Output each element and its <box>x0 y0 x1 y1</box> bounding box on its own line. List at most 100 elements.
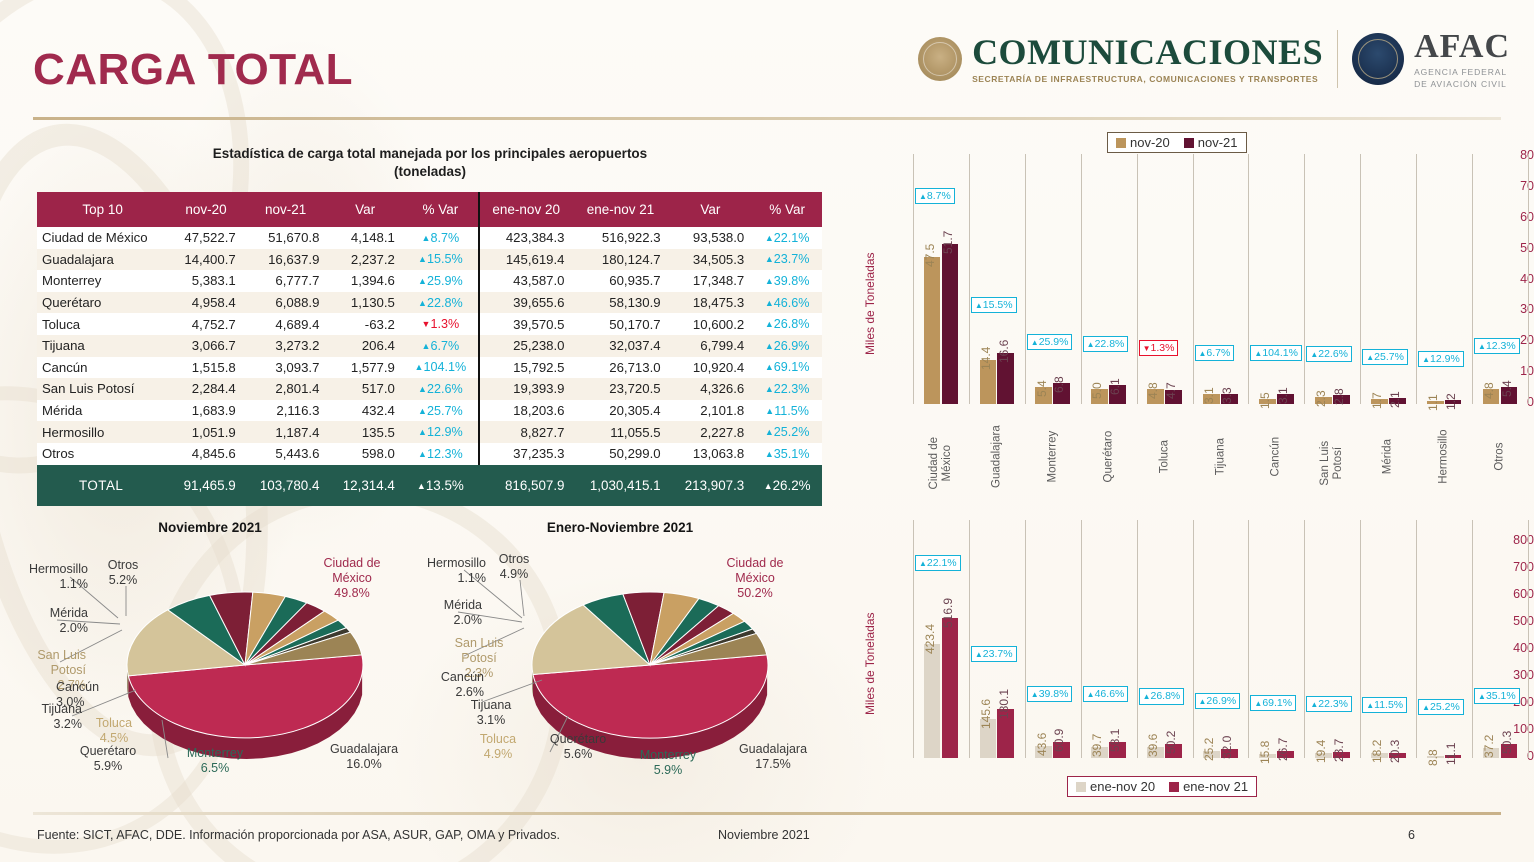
bar-nov-20 <box>1314 396 1332 404</box>
bar-value-label: 37.2 <box>1481 734 1496 758</box>
pie-label-value: 6.5% <box>200 760 230 775</box>
table-body: Ciudad de México 47,522.7 51,670.8 4,148.1 ▲… <box>37 227 822 465</box>
bar-ene-nov 21 <box>1221 749 1238 758</box>
triangle-up-icon: ▲ <box>764 340 774 351</box>
bar-nov-21 <box>1276 394 1294 404</box>
legend-item: nov-21 <box>1183 135 1238 150</box>
bar-ene-nov 21 <box>1053 741 1071 758</box>
bar-ene-nov 20 <box>1314 752 1332 758</box>
bar-ene-nov 21 <box>997 709 1015 758</box>
bar-ene-nov 21 <box>1500 744 1518 758</box>
table-col-header: % Var <box>402 192 479 227</box>
pie-slice <box>126 609 247 677</box>
bar-value-label: 39.7 <box>1090 733 1105 758</box>
table-cell: Mérida <box>42 403 83 419</box>
variation-badge: ▲25.2% <box>1418 699 1464 716</box>
category-separator <box>1304 154 1306 404</box>
triangle-up-icon: ▲ <box>418 297 427 308</box>
pie-slice-label: Otros 4.9% <box>478 552 550 582</box>
triangle-up-icon: ▲ <box>1478 342 1486 352</box>
table-col-header: % Var <box>752 192 822 227</box>
pie-slice-label: Tijuana 3.1% <box>452 698 530 728</box>
pie-leader-line <box>161 719 169 759</box>
footer-divider <box>33 812 1501 815</box>
category-separator <box>1472 520 1474 758</box>
pie-label-name: Cancún <box>440 670 484 684</box>
bar-ene-nov 20 <box>1147 747 1165 758</box>
variation-badge: ▼1.3% <box>1138 340 1179 357</box>
table-row: Cancún 1,515.8 3,093.7 1,577.9 ▲104.1% 15,792… <box>37 356 822 379</box>
bar-value-label: 51.7 <box>940 231 955 255</box>
bar-value-label: 50.2 <box>1164 731 1179 755</box>
bar-ene-nov 20 <box>1203 751 1220 758</box>
variation-badge: ▲22.3% <box>1306 695 1353 712</box>
x-axis-category-label: Mérida <box>1381 439 1394 475</box>
table-row: San Luis Potosí 2,284.4 2,801.4 517.0 ▲22.6%… <box>37 378 822 400</box>
bar-value-label: 50.3 <box>1499 731 1514 755</box>
table-row: Otros 4,845.6 5,443.6 598.0 ▲12.3% 37,235.3 50… <box>37 442 822 465</box>
y-axis-tick-label: 300 <box>1513 668 1534 682</box>
bar-nov-20 <box>923 257 941 404</box>
variation-badge: ▲46.6% <box>1082 686 1129 703</box>
bar-value-label: 25.2 <box>1202 737 1217 762</box>
triangle-up-icon: ▲ <box>1198 348 1207 358</box>
pie-slice-label: Cancún 3.0% <box>56 680 130 710</box>
table-cell: 11,055.5 <box>610 424 661 440</box>
table-cell: 1,130.5 <box>350 295 395 311</box>
table-header-row: Top 10 nov-20 nov-21 Var% Var ene-nov 20 ene-… <box>37 192 822 227</box>
pie-label-name: Monterrey <box>639 748 697 762</box>
triangle-down-icon: ▼ <box>1142 344 1151 354</box>
bar-ene-nov 20 <box>1482 747 1500 758</box>
triangle-up-icon: ▲ <box>1142 692 1151 702</box>
table-cell: 4,326.6 <box>700 381 745 397</box>
pie-label-name: Cancún <box>56 680 100 694</box>
table-cell-pct-var: ▲25.7% <box>418 403 463 418</box>
y-axis-tick-label: 60 <box>1474 210 1534 224</box>
table-cell: Tijuana <box>42 338 85 354</box>
x-axis-category-label: Tijuana <box>1213 437 1226 476</box>
category-separator <box>1360 154 1362 404</box>
pie-label-value: 50.2% <box>737 585 773 600</box>
header-divider <box>33 117 1501 120</box>
variation-badge: ▲35.1% <box>1474 688 1520 705</box>
pie-label-name: Querétaro <box>79 744 137 758</box>
pie-slice-label: Monterrey 6.5% <box>162 746 268 776</box>
table-cell: 516,922.3 <box>601 230 661 246</box>
table-cell: 15,792.5 <box>477 356 573 379</box>
table-cell: San Luis Potosí <box>42 381 135 397</box>
category-separator <box>1416 520 1418 758</box>
y-axis-tick-label: 0 <box>1527 395 1534 409</box>
triangle-up-icon: ▲ <box>418 254 427 265</box>
triangle-up-icon: ▲ <box>763 480 773 491</box>
footer: Fuente: SICT, AFAC, DDE. Información pro… <box>0 824 1534 862</box>
bar-value-label: 26.7 <box>1276 737 1291 761</box>
pie-slice-label: Guadalajara 17.5% <box>718 742 828 772</box>
pie-label-name: San Luis Potosí <box>37 648 86 677</box>
x-axis-category-label: San Luis Potosí <box>1319 440 1345 486</box>
table-cell: 180,124.7 <box>601 251 661 267</box>
table-cell: Monterrey <box>42 273 102 289</box>
x-axis-category-label: Ciudad de México <box>927 437 953 490</box>
pie-slice-label: Querétaro 5.6% <box>530 732 626 762</box>
bar-value-label: 6.1 <box>1108 378 1123 396</box>
triangle-up-icon: ▲ <box>1254 349 1263 359</box>
table-cell-pct-var: ▲26.9% <box>764 338 810 353</box>
pie-label-value: 3.0% <box>56 694 85 709</box>
table-row: Guadalajara 14,400.7 16,637.9 2,237.2 ▲15.5%… <box>37 248 822 271</box>
table-cell-pct-var: ▲26.8% <box>764 317 810 332</box>
table-cell: Ciudad de México <box>42 230 148 246</box>
variation-badge: ▲22.8% <box>1082 336 1129 353</box>
table-cell: 517.0 <box>361 381 395 397</box>
logo-afac-subtitle-2: DE AVIACIÓN CIVIL <box>1414 79 1507 89</box>
bar-nov-21 <box>1221 393 1238 404</box>
table-cell: 13,063.8 <box>692 446 745 462</box>
triangle-up-icon: ▲ <box>764 383 774 394</box>
pie-slice-label: Tijuana 3.2% <box>6 702 82 732</box>
y-axis-tick-label: 10 <box>1474 364 1534 378</box>
legend-swatch <box>1169 782 1180 792</box>
table-cell: 1,515.8 <box>191 359 236 375</box>
table-cell: 60,935.7 <box>609 273 661 289</box>
pie-label-name: Guadalajara <box>738 742 808 756</box>
bar-nov-20 <box>1370 398 1388 404</box>
bar-ene-nov 20 <box>1259 753 1276 758</box>
